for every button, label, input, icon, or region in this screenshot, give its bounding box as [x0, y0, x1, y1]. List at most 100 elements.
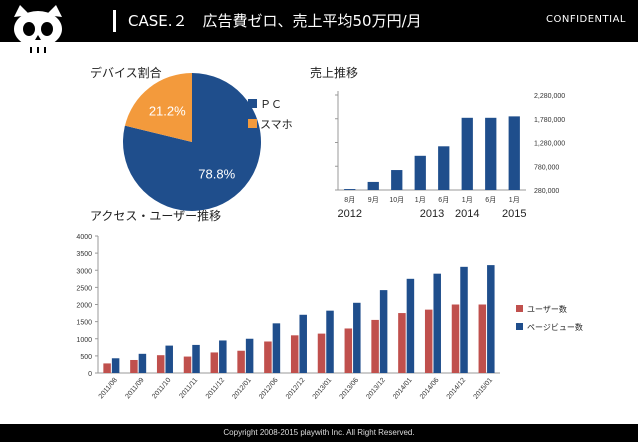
access-bar [460, 266, 468, 373]
sales-x-tick-label: 10月 [389, 196, 404, 204]
access-bar [478, 304, 487, 373]
pie-chart-title: デバイス割合 [90, 66, 162, 80]
access-x-tick-label: 2014/06 [419, 377, 441, 401]
access-bar [156, 355, 165, 373]
sales-x-tick-label: 9月 [368, 196, 379, 204]
access-x-tick-label: 2013/01 [312, 377, 334, 401]
access-legend-swatch [516, 305, 523, 312]
access-x-tick-label: 2013/06 [338, 377, 360, 401]
sales-bar [367, 181, 379, 190]
access-y-tick-label: 1500 [76, 320, 92, 327]
access-chart-title: アクセス・ユーザー推移 [90, 209, 222, 223]
access-bar [379, 290, 388, 373]
access-bar [219, 340, 227, 373]
access-bar [264, 341, 272, 373]
sales-x-tick-label: 8月 [344, 196, 355, 204]
copyright-text: Copyright 2008-2015 playwith Inc. All Ri… [223, 428, 415, 437]
access-bar [103, 363, 111, 373]
sales-year-label: 2014 [455, 208, 479, 220]
pie-slice [124, 73, 192, 142]
access-bar [487, 265, 495, 373]
sales-year-label: 2015 [502, 208, 526, 220]
access-legend-label: ページビュー数 [527, 322, 583, 332]
access-y-tick-label: 2000 [76, 303, 92, 310]
access-bar [317, 333, 326, 373]
sales-x-tick-label: 6月 [485, 196, 496, 204]
access-x-tick-label: 2012/06 [258, 377, 280, 401]
header-divider [113, 10, 116, 32]
access-bar [111, 358, 120, 373]
sales-bar [414, 155, 426, 190]
pie-data-label: 21.2% [149, 104, 186, 119]
sales-x-tick-label: 1月 [509, 196, 520, 204]
sales-year-label: 2012 [338, 208, 362, 220]
sales-y-tick-label: 1,280,000 [534, 141, 565, 148]
footer-bar: Copyright 2008-2015 playwith Inc. All Ri… [0, 424, 638, 442]
access-bar [192, 344, 200, 373]
sales-bar [391, 170, 403, 190]
page-title: CASE.２ 広告費ゼロ、売上平均50万円/月 [128, 12, 422, 30]
access-y-tick-label: 3000 [76, 268, 92, 275]
sales-y-tick-label: 1,780,000 [534, 117, 565, 124]
pie-legend-swatch [248, 99, 257, 108]
access-y-tick-label: 0 [88, 371, 92, 378]
sales-y-tick-label: 2,280,000 [534, 93, 565, 100]
sales-bar [508, 116, 520, 190]
cat-skull-logo-icon [14, 5, 62, 53]
sales-chart-title: 売上推移 [310, 66, 359, 80]
access-bar [424, 309, 433, 373]
access-y-tick-label: 4000 [76, 234, 92, 241]
access-bar [433, 273, 441, 373]
sales-x-tick-label: 6月 [438, 196, 449, 204]
access-x-tick-label: 2011/11 [178, 377, 199, 400]
access-legend-swatch [516, 323, 523, 330]
access-bar [183, 356, 192, 373]
sales-x-tick-label: 1月 [462, 196, 473, 204]
access-bar [353, 302, 361, 373]
sales-y-tick-label: 780,000 [534, 164, 559, 171]
access-x-tick-label: 2014/01 [392, 377, 414, 401]
pie-legend-label: ＰＣ [260, 99, 282, 111]
sales-x-tick-label: 1月 [415, 196, 426, 204]
access-x-tick-label: 2013/12 [365, 377, 387, 401]
sales-bar [344, 189, 356, 190]
confidential-label: CONFIDENTIAL [545, 14, 626, 25]
access-x-tick-label: 2012/01 [231, 377, 253, 401]
access-bar [344, 328, 353, 373]
access-x-tick-label: 2011/08 [98, 377, 119, 401]
pie-legend-swatch [248, 119, 257, 128]
access-bar [210, 352, 219, 373]
access-bar [290, 335, 299, 373]
sales-bar [438, 146, 450, 190]
access-bar [237, 350, 245, 373]
access-legend-label: ユーザー数 [527, 304, 567, 314]
pie-data-label: 78.8% [198, 166, 235, 181]
access-y-tick-label: 1000 [76, 337, 92, 344]
access-bar [272, 323, 281, 373]
sales-year-label: 2013 [420, 208, 444, 220]
access-y-tick-label: 500 [80, 354, 92, 361]
access-y-tick-label: 2500 [76, 285, 92, 292]
access-x-tick-label: 2011/12 [205, 377, 226, 401]
access-bar [299, 314, 307, 373]
sales-bar [485, 117, 497, 190]
sales-bar [461, 117, 473, 190]
access-y-tick-label: 3500 [76, 251, 92, 258]
sales-y-tick-label: 280,000 [534, 188, 559, 195]
access-x-tick-label: 2015/01 [472, 377, 494, 401]
access-x-tick-label: 2012/12 [285, 377, 307, 401]
header-bar: CASE.２ 広告費ゼロ、売上平均50万円/月 CONFIDENTIAL [0, 0, 638, 53]
pie-legend-label: スマホ [260, 118, 293, 131]
access-x-tick-label: 2014/12 [446, 377, 468, 401]
access-bar [326, 310, 334, 373]
access-x-tick-label: 2011/10 [151, 377, 172, 401]
access-x-tick-label: 2011/09 [124, 377, 145, 401]
access-bar [130, 359, 138, 373]
access-bar [245, 338, 254, 373]
pie-slice [123, 73, 262, 212]
access-bar [371, 319, 379, 373]
access-bar [138, 353, 147, 373]
access-bar [406, 278, 415, 373]
access-bar [165, 345, 173, 373]
